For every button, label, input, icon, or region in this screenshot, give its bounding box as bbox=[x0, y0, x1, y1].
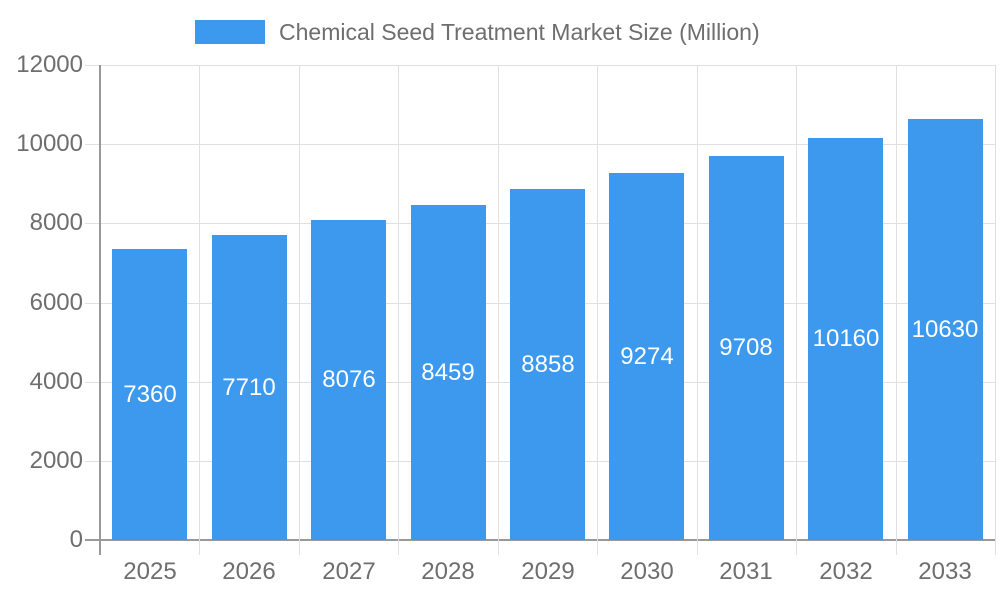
x-axis-label: 2029 bbox=[521, 558, 575, 585]
bar[interactable] bbox=[411, 205, 486, 540]
x-axis-label: 2028 bbox=[421, 558, 475, 585]
x-axis-tick bbox=[995, 65, 996, 555]
bar-value-label: 8076 bbox=[322, 366, 376, 393]
x-axis-label: 2030 bbox=[620, 558, 674, 585]
y-axis-label: 2000 bbox=[29, 447, 83, 474]
bar[interactable] bbox=[709, 156, 784, 540]
bar-value-label: 10630 bbox=[911, 316, 979, 343]
x-axis-tick bbox=[796, 65, 797, 555]
x-axis-line bbox=[85, 539, 995, 541]
y-axis-label: 10000 bbox=[16, 130, 83, 157]
x-axis-label: 2025 bbox=[123, 558, 177, 585]
bar-value-label: 8858 bbox=[521, 351, 575, 378]
x-axis-tick bbox=[398, 65, 399, 555]
x-axis-label: 2032 bbox=[819, 558, 873, 585]
bar[interactable] bbox=[609, 173, 684, 540]
gridline bbox=[85, 144, 995, 145]
bar-value-label: 7360 bbox=[123, 381, 177, 408]
bar[interactable] bbox=[808, 138, 883, 540]
legend-swatch bbox=[195, 20, 265, 44]
bar-value-label: 9274 bbox=[620, 343, 674, 370]
x-axis-label: 2033 bbox=[918, 558, 972, 585]
x-axis-tick bbox=[896, 65, 897, 555]
x-axis-tick bbox=[697, 65, 698, 555]
gridline bbox=[85, 65, 995, 66]
chart-legend[interactable]: Chemical Seed Treatment Market Size (Mil… bbox=[195, 18, 760, 46]
bar[interactable] bbox=[908, 119, 983, 540]
y-axis-label: 0 bbox=[69, 526, 83, 553]
bar[interactable] bbox=[212, 235, 287, 540]
x-axis-tick bbox=[199, 65, 200, 555]
bar[interactable] bbox=[311, 220, 386, 540]
x-axis-label: 2026 bbox=[222, 558, 276, 585]
y-axis-label: 4000 bbox=[29, 368, 83, 395]
legend-label: Chemical Seed Treatment Market Size (Mil… bbox=[279, 19, 760, 45]
x-axis-label: 2027 bbox=[322, 558, 376, 585]
x-axis-tick bbox=[597, 65, 598, 555]
bar-value-label: 10160 bbox=[812, 325, 880, 352]
bar[interactable] bbox=[510, 189, 585, 540]
x-axis-tick bbox=[498, 65, 499, 555]
bar-value-label: 9708 bbox=[719, 334, 773, 361]
bar-value-label: 7710 bbox=[222, 374, 276, 401]
y-axis-label: 8000 bbox=[29, 209, 83, 236]
y-axis-label: 12000 bbox=[16, 51, 83, 78]
y-axis-line bbox=[99, 65, 101, 555]
bar-value-label: 8459 bbox=[421, 359, 475, 386]
y-axis-label: 6000 bbox=[29, 289, 83, 316]
x-axis-tick bbox=[299, 65, 300, 555]
bar[interactable] bbox=[112, 249, 187, 540]
x-axis-label: 2031 bbox=[719, 558, 773, 585]
